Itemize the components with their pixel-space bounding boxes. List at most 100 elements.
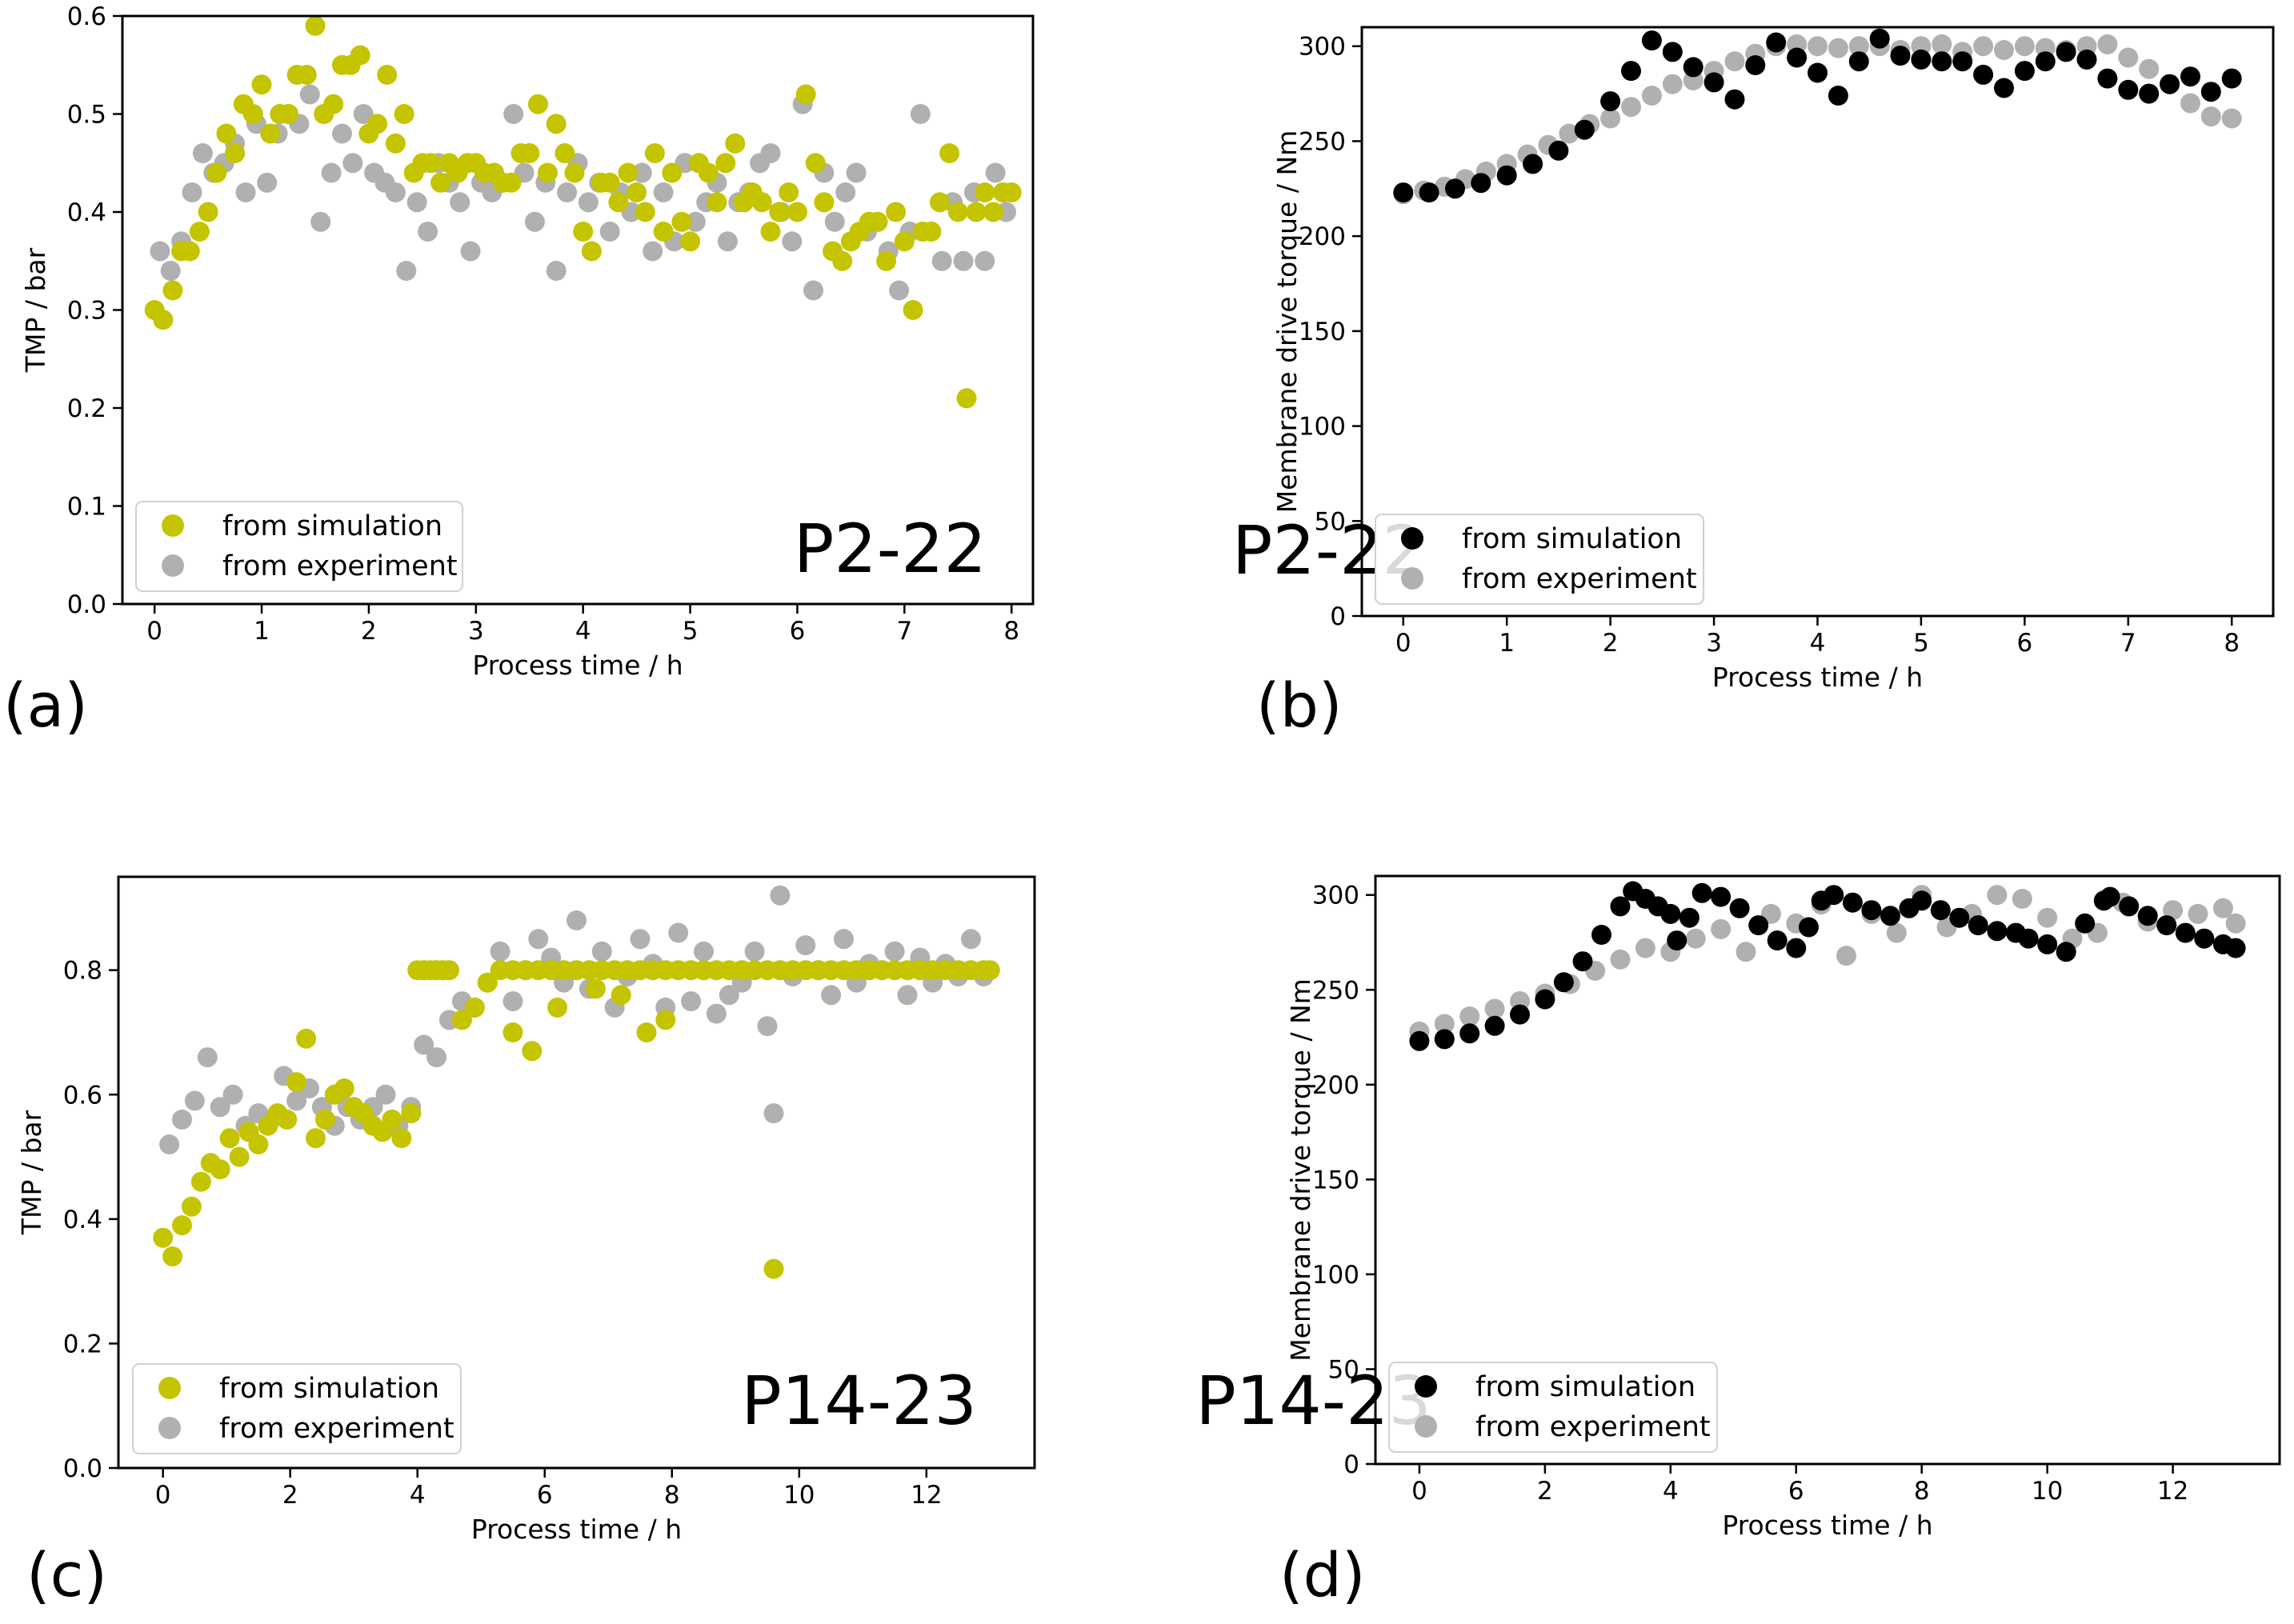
data-point bbox=[1703, 72, 1724, 93]
data-point bbox=[769, 202, 790, 222]
data-point bbox=[1987, 921, 2008, 942]
data-point bbox=[1748, 915, 1769, 936]
data-point bbox=[159, 1134, 180, 1154]
data-point bbox=[396, 261, 417, 281]
data-point bbox=[1987, 885, 2008, 906]
data-point bbox=[653, 182, 674, 202]
data-point bbox=[172, 1215, 192, 1236]
data-point bbox=[636, 1022, 657, 1042]
x-tick-label: 4 bbox=[410, 1481, 426, 1510]
data-point bbox=[1445, 178, 1465, 199]
data-point bbox=[189, 222, 210, 242]
data-point bbox=[181, 1196, 202, 1217]
data-point bbox=[367, 114, 388, 134]
x-axis-label: Process time / h bbox=[1722, 1510, 1932, 1541]
legend: from simulation from experiment bbox=[132, 1363, 462, 1454]
legend-marker bbox=[1415, 1375, 1437, 1398]
data-point bbox=[1548, 140, 1569, 161]
data-point bbox=[1994, 40, 2014, 60]
series-experiment bbox=[150, 84, 1016, 301]
data-point bbox=[2035, 51, 2056, 72]
data-point bbox=[814, 192, 835, 213]
data-point bbox=[2163, 900, 2184, 921]
legend: from simulation from experiment bbox=[1388, 1362, 1718, 1453]
data-point bbox=[248, 1134, 269, 1154]
data-point bbox=[611, 985, 631, 1006]
data-point bbox=[464, 997, 485, 1018]
data-point bbox=[573, 222, 594, 242]
data-point bbox=[2075, 913, 2096, 934]
data-point bbox=[546, 114, 566, 134]
panel-c: (c) 0 2 4 6 8 10 12 0.0 0.2 0.4 0.6 0.8 Process time… bbox=[16, 875, 1036, 1610]
data-point bbox=[1409, 1030, 1430, 1051]
data-point bbox=[1767, 930, 1788, 951]
data-point bbox=[350, 45, 370, 66]
data-point bbox=[162, 1246, 183, 1266]
x-tick-label: 1 bbox=[1499, 629, 1515, 658]
data-point bbox=[564, 162, 585, 183]
y-tick-label: 0.0 bbox=[63, 1454, 102, 1483]
data-point bbox=[150, 241, 170, 262]
data-point bbox=[547, 997, 568, 1018]
data-point bbox=[787, 202, 807, 222]
data-point bbox=[966, 202, 987, 222]
data-point bbox=[671, 211, 692, 232]
data-point bbox=[956, 388, 977, 409]
panel-label-b: (b) bbox=[1256, 670, 1343, 741]
data-point bbox=[643, 241, 663, 262]
data-point bbox=[1824, 885, 1844, 906]
panel-b: (b) 0 1 2 3 4 5 6 7 8 0 50 100 150 200 250 300 Process t… bbox=[1232, 26, 2275, 741]
data-point bbox=[1828, 38, 1848, 58]
x-axis-label: Process time / h bbox=[1712, 662, 1923, 693]
data-point bbox=[717, 231, 738, 252]
x-tick-label: 3 bbox=[468, 617, 484, 646]
data-point bbox=[519, 143, 540, 163]
data-point bbox=[1736, 942, 1756, 962]
data-point bbox=[310, 211, 331, 232]
y-tick-label: 0.6 bbox=[67, 2, 106, 31]
x-tick-label: 7 bbox=[2120, 629, 2136, 658]
data-point bbox=[1828, 86, 1848, 106]
data-point bbox=[353, 104, 374, 124]
legend-entry: from simulation bbox=[222, 510, 442, 542]
data-point bbox=[184, 1090, 205, 1111]
data-point bbox=[1729, 898, 1750, 918]
data-point bbox=[760, 222, 781, 242]
x-tick-label: 4 bbox=[1810, 629, 1826, 658]
y-tick-label: 250 bbox=[1312, 976, 1359, 1005]
panel-label-d: (d) bbox=[1279, 1539, 1366, 1610]
data-point bbox=[414, 1034, 434, 1055]
x-tick-label: 2 bbox=[1537, 1477, 1553, 1506]
series-simulation bbox=[1409, 881, 2246, 1051]
data-point bbox=[834, 929, 854, 950]
y-tick-label: 0 bbox=[1343, 1450, 1359, 1479]
data-point bbox=[210, 1097, 230, 1118]
data-point bbox=[222, 1084, 243, 1105]
data-point bbox=[578, 192, 599, 213]
data-point bbox=[763, 1258, 784, 1279]
series-simulation bbox=[153, 960, 1000, 1279]
data-point bbox=[975, 182, 995, 202]
x-tick-label: 2 bbox=[282, 1481, 298, 1510]
data-point bbox=[886, 202, 907, 222]
data-point bbox=[1786, 938, 1807, 958]
data-point bbox=[715, 153, 736, 174]
series-experiment bbox=[159, 885, 994, 1154]
legend-marker bbox=[162, 514, 184, 537]
data-point bbox=[744, 941, 765, 962]
data-point bbox=[706, 1003, 727, 1024]
data-point bbox=[1930, 900, 1951, 921]
y-axis-label: Membrane drive torque / Nm bbox=[1285, 978, 1316, 1362]
data-point bbox=[1861, 900, 1882, 921]
data-point bbox=[581, 241, 602, 262]
data-point bbox=[1471, 173, 1491, 194]
data-point bbox=[554, 143, 575, 163]
data-point bbox=[323, 94, 344, 114]
x-tick-label: 4 bbox=[1663, 1477, 1679, 1506]
data-point bbox=[599, 172, 620, 193]
data-point bbox=[524, 211, 545, 232]
x-tick-label: 0 bbox=[146, 617, 162, 646]
data-point bbox=[763, 1103, 784, 1124]
data-point bbox=[210, 1159, 230, 1180]
x-tick-label: 12 bbox=[2157, 1477, 2188, 1506]
